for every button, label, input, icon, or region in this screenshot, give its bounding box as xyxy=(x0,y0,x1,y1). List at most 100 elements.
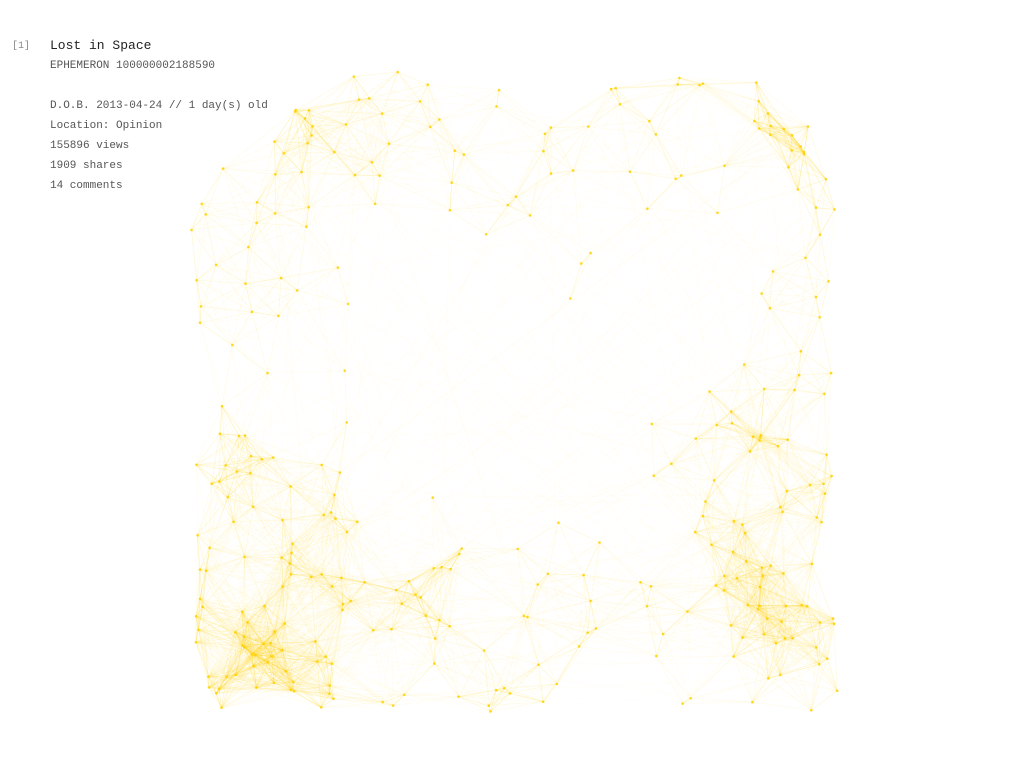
network-node xyxy=(803,153,806,156)
network-node xyxy=(806,125,810,128)
network-node xyxy=(712,479,716,482)
network-node xyxy=(484,233,488,236)
network-node xyxy=(345,421,349,424)
network-node xyxy=(701,82,705,85)
entry-id: EPHEMERON 100000002188590 xyxy=(50,60,216,72)
network-node xyxy=(678,76,681,80)
network-node xyxy=(823,392,826,396)
network-node xyxy=(453,149,457,152)
network-node xyxy=(782,572,785,575)
network-node xyxy=(731,550,735,554)
network-node xyxy=(722,574,726,578)
network-node xyxy=(341,602,345,606)
network-node xyxy=(344,123,348,126)
network-node xyxy=(214,263,218,267)
network-node xyxy=(199,305,203,308)
network-node xyxy=(266,371,269,375)
network-node xyxy=(221,167,225,170)
network-node xyxy=(715,423,718,427)
network-node xyxy=(292,689,296,693)
network-node xyxy=(250,310,254,314)
network-node xyxy=(449,567,453,571)
network-node xyxy=(310,134,313,137)
network-node xyxy=(654,133,658,136)
network-node xyxy=(237,434,241,438)
network-node xyxy=(820,520,823,524)
network-node xyxy=(800,603,804,607)
network-node xyxy=(759,434,763,437)
network-node xyxy=(250,653,254,656)
network-node xyxy=(494,688,498,692)
network-node xyxy=(307,205,311,209)
network-node xyxy=(378,174,381,177)
network-node xyxy=(704,500,707,503)
network-node xyxy=(514,195,518,198)
network-node xyxy=(195,463,198,467)
network-node xyxy=(489,710,492,713)
network-node xyxy=(322,513,326,517)
network-node xyxy=(218,480,221,483)
network-node xyxy=(273,140,276,143)
network-node xyxy=(526,615,529,619)
network-node xyxy=(226,495,229,499)
network-node xyxy=(289,572,293,576)
network-node xyxy=(827,280,830,283)
network-node xyxy=(652,474,656,478)
network-node xyxy=(546,572,550,576)
network-node xyxy=(746,603,750,607)
entry-location: Location: Opinion xyxy=(50,120,163,132)
network-node xyxy=(232,520,235,523)
network-node xyxy=(769,564,772,567)
network-node xyxy=(204,213,208,216)
network-node xyxy=(190,228,193,232)
network-node xyxy=(333,150,336,154)
network-node xyxy=(646,207,649,211)
network-node xyxy=(194,640,198,644)
network-node xyxy=(708,390,711,393)
network-node xyxy=(272,681,276,685)
network-node xyxy=(569,297,572,300)
network-node xyxy=(353,173,357,177)
network-node xyxy=(224,464,227,467)
entry-shares: 1909 shares xyxy=(50,160,123,172)
network-node xyxy=(243,645,246,649)
network-node xyxy=(207,686,211,689)
network-node xyxy=(231,343,234,347)
network-node xyxy=(273,630,277,633)
network-node xyxy=(818,621,822,624)
network-node xyxy=(414,593,417,596)
network-node xyxy=(689,697,692,700)
network-nodes xyxy=(190,70,839,713)
network-node xyxy=(787,165,790,169)
network-node xyxy=(732,655,735,658)
network-node xyxy=(786,438,789,442)
network-node xyxy=(429,125,432,129)
network-node xyxy=(758,585,762,589)
network-node xyxy=(796,188,800,191)
network-node xyxy=(343,369,347,373)
network-node xyxy=(281,648,284,652)
network-node xyxy=(381,700,385,704)
network-node xyxy=(557,521,560,524)
network-node xyxy=(438,118,441,121)
network-node xyxy=(686,610,689,613)
network-node xyxy=(294,108,298,112)
network-node xyxy=(208,546,211,550)
network-node xyxy=(346,302,350,306)
network-node xyxy=(462,153,466,156)
network-node xyxy=(289,688,293,692)
network-node xyxy=(283,622,287,625)
network-node xyxy=(783,637,787,640)
network-node xyxy=(742,363,746,366)
network-node xyxy=(768,306,772,310)
network-node xyxy=(249,454,253,458)
network-node xyxy=(825,453,828,457)
network-node xyxy=(255,221,258,225)
network-node xyxy=(372,629,375,632)
network-node xyxy=(201,605,204,609)
network-node xyxy=(822,482,825,486)
network-node xyxy=(303,117,307,120)
network-node xyxy=(195,278,198,282)
network-node xyxy=(609,87,613,91)
